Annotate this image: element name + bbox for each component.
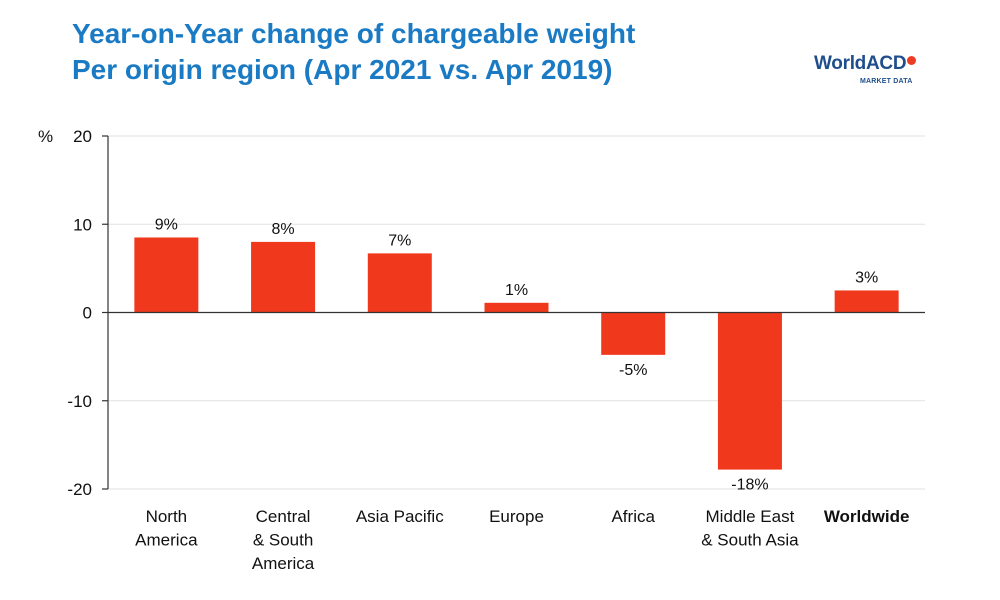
bar xyxy=(251,241,316,313)
y-axis-label: % xyxy=(38,127,53,146)
x-category-label: Central & South America xyxy=(252,507,315,573)
data-label: 1% xyxy=(505,282,528,299)
data-label: 8% xyxy=(272,221,295,238)
x-category-label: North America xyxy=(135,507,198,550)
chart-title: Year-on-Year change of chargeable weight… xyxy=(72,16,635,88)
bar xyxy=(134,237,199,313)
logo-wordmark: WorldACD xyxy=(814,53,907,74)
y-tick-label: 20 xyxy=(73,127,92,146)
x-category-label: Asia Pacific xyxy=(356,507,444,526)
x-category-label: Africa xyxy=(611,507,655,526)
bar xyxy=(717,312,782,470)
logo-dot-icon xyxy=(907,56,917,65)
bar xyxy=(367,253,432,313)
bar xyxy=(601,312,666,355)
title-line-2: Per origin region (Apr 2021 vs. Apr 2019… xyxy=(72,54,613,85)
x-category-label: Middle East & South Asia xyxy=(701,507,799,550)
data-label: 3% xyxy=(855,269,878,286)
bar xyxy=(834,290,899,313)
worldacd-logo: WorldACD MARKET DATA xyxy=(814,53,924,93)
title-line-1: Year-on-Year change of chargeable weight xyxy=(72,18,636,49)
bar xyxy=(484,302,549,313)
y-tick-label: 0 xyxy=(83,304,92,323)
data-label: 7% xyxy=(388,232,411,249)
x-category-label: Europe xyxy=(489,507,544,526)
data-label: -18% xyxy=(731,477,768,494)
data-label: 9% xyxy=(155,216,178,233)
logo-subtitle: MARKET DATA xyxy=(860,78,913,85)
y-tick-label: -20 xyxy=(67,480,92,499)
data-label: -5% xyxy=(619,362,647,379)
y-tick-label: -10 xyxy=(67,392,92,411)
x-category-label: Worldwide xyxy=(824,507,910,526)
y-tick-label: 10 xyxy=(73,215,92,234)
